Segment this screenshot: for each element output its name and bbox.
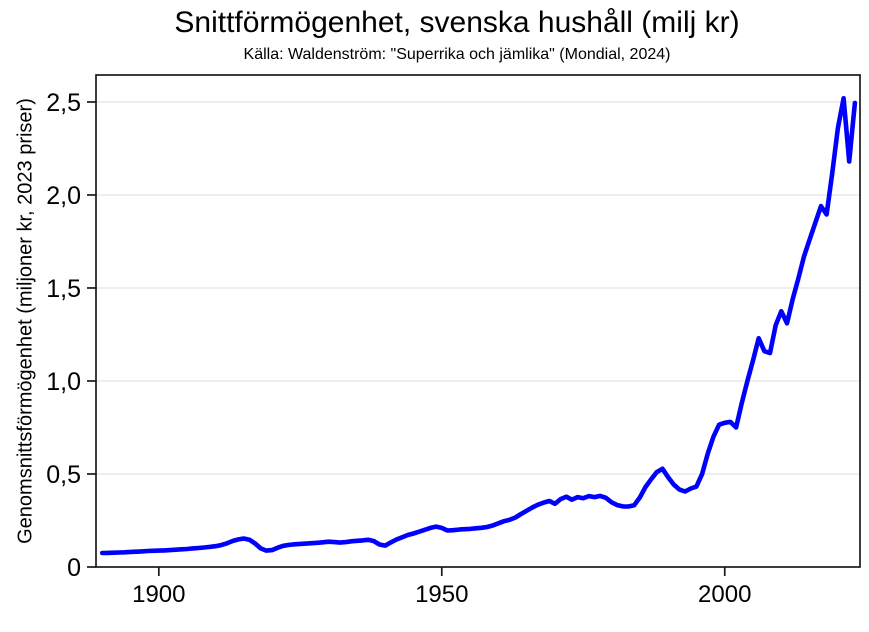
data-line xyxy=(99,96,858,556)
chart-header: Snittförmögenhet, svenska hushåll (milj … xyxy=(45,6,869,64)
y-tick-label: 2,0 xyxy=(46,182,81,210)
chart-title: Snittförmögenhet, svenska hushåll (milj … xyxy=(174,6,740,39)
y-tick-label: 1,0 xyxy=(46,368,81,396)
y-tick-label: 2,5 xyxy=(46,89,81,117)
x-tick-label: 2000 xyxy=(698,581,751,608)
x-tick-label: 1900 xyxy=(132,581,185,608)
x-tick-label: 1950 xyxy=(415,581,468,608)
plot-border xyxy=(95,74,861,568)
chart-subtitle: Källa: Waldenström: "Superrika och jämli… xyxy=(243,45,671,63)
y-tick-label: 0,5 xyxy=(46,461,81,489)
y-tick-label: 0 xyxy=(67,554,81,582)
y-tick-label: 1,5 xyxy=(46,275,81,303)
